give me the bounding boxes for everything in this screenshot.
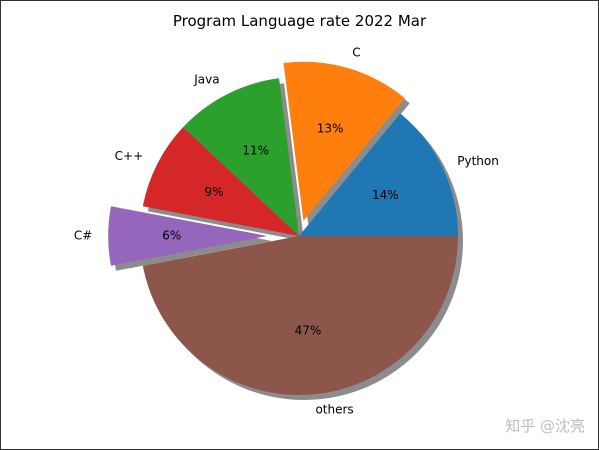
slice-value-others: 47% <box>295 323 322 337</box>
pie-slice-c <box>283 61 405 221</box>
pie-slice-others <box>142 236 458 395</box>
pie-slice-python <box>299 113 458 236</box>
chart-title: Program Language rate 2022 Mar <box>172 12 427 30</box>
slice-label-cplusplus: C++ <box>115 149 144 163</box>
slice-label-c: C <box>352 45 360 59</box>
pie-slice-csharp <box>108 206 268 266</box>
slice-value-java: 11% <box>242 143 269 157</box>
slice-value-cplusplus: 9% <box>204 185 223 199</box>
slice-value-python: 14% <box>372 188 399 202</box>
slice-label-python: Python <box>457 154 499 168</box>
slice-value-csharp: 6% <box>162 229 181 243</box>
watermark: 知乎 @沈亮 <box>505 417 585 435</box>
slice-value-c: 13% <box>317 122 344 136</box>
slice-label-others: others <box>315 403 353 417</box>
slice-label-java: Java <box>193 73 219 87</box>
slice-label-csharp: C# <box>74 229 92 243</box>
pie-slice-java <box>183 78 299 237</box>
pie-slice-cplusplus <box>142 127 299 236</box>
